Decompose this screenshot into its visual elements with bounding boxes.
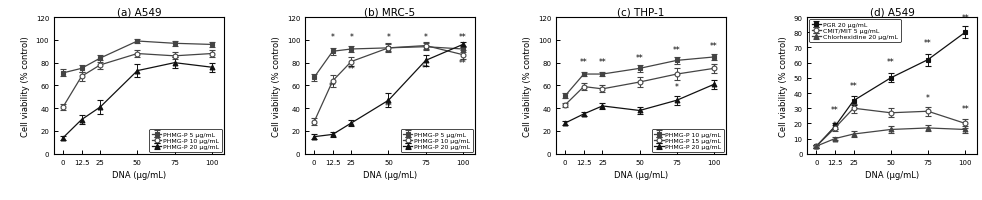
Legend: PGR 20 μg/mL, CMIT/MIT 5 μg/mL, Chlorhexidine 20 μg/mL: PGR 20 μg/mL, CMIT/MIT 5 μg/mL, Chlorhex… xyxy=(809,20,900,43)
Text: *: * xyxy=(387,33,391,42)
Title: (a) A549: (a) A549 xyxy=(117,7,161,17)
Text: **: ** xyxy=(422,63,429,72)
Text: *: * xyxy=(424,33,427,42)
Title: (b) MRC-5: (b) MRC-5 xyxy=(364,7,415,17)
Text: *: * xyxy=(331,33,335,42)
Legend: PHMG-P 5 μg/mL, PHMG-P 10 μg/mL, PHMG-P 20 μg/mL: PHMG-P 5 μg/mL, PHMG-P 10 μg/mL, PHMG-P … xyxy=(149,129,222,152)
Y-axis label: Cell viability (% control): Cell viability (% control) xyxy=(779,36,788,136)
X-axis label: DNA (μg/mL): DNA (μg/mL) xyxy=(112,170,166,179)
Text: **: ** xyxy=(580,58,587,67)
Title: (d) A549: (d) A549 xyxy=(870,7,914,17)
Text: **: ** xyxy=(348,65,355,74)
Text: **: ** xyxy=(961,104,969,113)
Text: **: ** xyxy=(459,59,466,68)
X-axis label: DNA (μg/mL): DNA (μg/mL) xyxy=(363,170,417,179)
Text: **: ** xyxy=(887,57,895,66)
Text: **: ** xyxy=(599,58,606,67)
Y-axis label: Cell viability (% control): Cell viability (% control) xyxy=(21,36,30,136)
Legend: PHMG-P 5 μg/mL, PHMG-P 10 μg/mL, PHMG-P 20 μg/mL: PHMG-P 5 μg/mL, PHMG-P 10 μg/mL, PHMG-P … xyxy=(401,129,473,152)
Text: **: ** xyxy=(459,33,466,42)
Text: **: ** xyxy=(635,53,643,62)
Text: **: ** xyxy=(961,14,969,23)
Text: **: ** xyxy=(831,106,839,115)
Text: **: ** xyxy=(710,42,718,51)
Y-axis label: Cell viability (% control): Cell viability (% control) xyxy=(523,36,532,136)
Text: *: * xyxy=(350,33,354,42)
Text: *: * xyxy=(926,94,930,103)
Title: (c) THP-1: (c) THP-1 xyxy=(618,7,665,17)
Text: **: ** xyxy=(385,102,393,111)
Legend: PHMG-P 10 μg/mL, PHMG-P 15 μg/mL, PHMG-P 20 μg/mL: PHMG-P 10 μg/mL, PHMG-P 15 μg/mL, PHMG-P… xyxy=(652,129,724,152)
X-axis label: DNA (μg/mL): DNA (μg/mL) xyxy=(614,170,668,179)
Text: **: ** xyxy=(924,39,932,48)
Text: **: ** xyxy=(849,82,857,91)
X-axis label: DNA (μg/mL): DNA (μg/mL) xyxy=(865,170,919,179)
Text: *: * xyxy=(675,83,679,92)
Y-axis label: Cell viability (% control): Cell viability (% control) xyxy=(272,36,281,136)
Text: **: ** xyxy=(673,45,681,54)
Text: *: * xyxy=(833,121,837,130)
Text: **: ** xyxy=(329,82,337,91)
